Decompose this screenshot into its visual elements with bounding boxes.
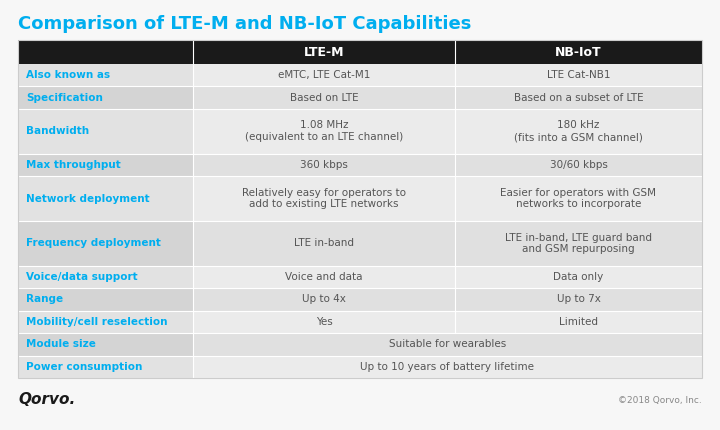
Text: Up to 10 years of battery lifetime: Up to 10 years of battery lifetime bbox=[361, 362, 534, 372]
Bar bbox=[455, 311, 702, 333]
Bar bbox=[18, 333, 193, 356]
Text: ©2018 Qorvo, Inc.: ©2018 Qorvo, Inc. bbox=[618, 396, 702, 405]
Bar bbox=[193, 64, 455, 86]
Text: LTE in-band: LTE in-band bbox=[294, 238, 354, 249]
Text: LTE-M: LTE-M bbox=[304, 46, 344, 58]
Text: LTE in-band, LTE guard band
and GSM repurposing: LTE in-band, LTE guard band and GSM repu… bbox=[505, 233, 652, 254]
Text: Module size: Module size bbox=[26, 339, 96, 349]
Bar bbox=[455, 266, 702, 288]
Bar bbox=[18, 356, 193, 378]
Bar bbox=[18, 176, 193, 221]
Bar bbox=[193, 311, 455, 333]
Text: Based on a subset of LTE: Based on a subset of LTE bbox=[513, 92, 643, 103]
Bar bbox=[455, 154, 702, 176]
Text: Mobility/cell reselection: Mobility/cell reselection bbox=[26, 317, 168, 327]
Text: Max throughput: Max throughput bbox=[26, 160, 121, 170]
Text: Based on LTE: Based on LTE bbox=[289, 92, 359, 103]
Text: Limited: Limited bbox=[559, 317, 598, 327]
Text: Qorvo.: Qorvo. bbox=[18, 393, 76, 408]
Bar bbox=[193, 176, 455, 221]
Bar bbox=[18, 40, 702, 378]
Bar bbox=[193, 221, 455, 266]
Text: LTE Cat-NB1: LTE Cat-NB1 bbox=[546, 70, 611, 80]
Bar bbox=[455, 288, 702, 311]
Text: Data only: Data only bbox=[554, 272, 603, 282]
Text: Easier for operators with GSM
networks to incorporate: Easier for operators with GSM networks t… bbox=[500, 188, 657, 209]
Text: Also known as: Also known as bbox=[26, 70, 110, 80]
Bar bbox=[18, 154, 193, 176]
Bar bbox=[455, 176, 702, 221]
Bar bbox=[18, 86, 193, 109]
Text: Network deployment: Network deployment bbox=[26, 194, 150, 203]
Bar bbox=[18, 109, 193, 154]
Text: Range: Range bbox=[26, 295, 63, 304]
Bar bbox=[193, 154, 455, 176]
Bar bbox=[455, 109, 702, 154]
Bar bbox=[18, 40, 702, 64]
Text: Yes: Yes bbox=[315, 317, 333, 327]
Text: Up to 4x: Up to 4x bbox=[302, 295, 346, 304]
Bar bbox=[193, 86, 455, 109]
Text: Comparison of LTE-M and NB-IoT Capabilities: Comparison of LTE-M and NB-IoT Capabilit… bbox=[18, 15, 472, 33]
Text: Relatively easy for operators to
add to existing LTE networks: Relatively easy for operators to add to … bbox=[242, 188, 406, 209]
Text: eMTC, LTE Cat-M1: eMTC, LTE Cat-M1 bbox=[278, 70, 370, 80]
Bar bbox=[18, 288, 193, 311]
Text: NB-IoT: NB-IoT bbox=[555, 46, 602, 58]
Bar bbox=[193, 333, 702, 356]
Bar bbox=[193, 288, 455, 311]
Text: 1.08 MHz
(equivalent to an LTE channel): 1.08 MHz (equivalent to an LTE channel) bbox=[245, 120, 403, 142]
Bar bbox=[193, 109, 455, 154]
Text: Suitable for wearables: Suitable for wearables bbox=[389, 339, 506, 349]
Text: Voice/data support: Voice/data support bbox=[26, 272, 138, 282]
Bar bbox=[18, 266, 193, 288]
Bar bbox=[193, 266, 455, 288]
Text: Specification: Specification bbox=[26, 92, 103, 103]
Bar bbox=[18, 221, 193, 266]
Text: Up to 7x: Up to 7x bbox=[557, 295, 600, 304]
Text: Power consumption: Power consumption bbox=[26, 362, 143, 372]
Bar bbox=[18, 64, 193, 86]
Text: Bandwidth: Bandwidth bbox=[26, 126, 89, 136]
Text: Voice and data: Voice and data bbox=[285, 272, 363, 282]
Text: 180 kHz
(fits into a GSM channel): 180 kHz (fits into a GSM channel) bbox=[514, 120, 643, 142]
Bar bbox=[455, 86, 702, 109]
Bar bbox=[18, 311, 193, 333]
Bar bbox=[455, 221, 702, 266]
Bar bbox=[455, 64, 702, 86]
Text: 360 kbps: 360 kbps bbox=[300, 160, 348, 170]
Text: Frequency deployment: Frequency deployment bbox=[26, 238, 161, 249]
Text: 30/60 kbps: 30/60 kbps bbox=[549, 160, 608, 170]
Bar bbox=[193, 356, 702, 378]
